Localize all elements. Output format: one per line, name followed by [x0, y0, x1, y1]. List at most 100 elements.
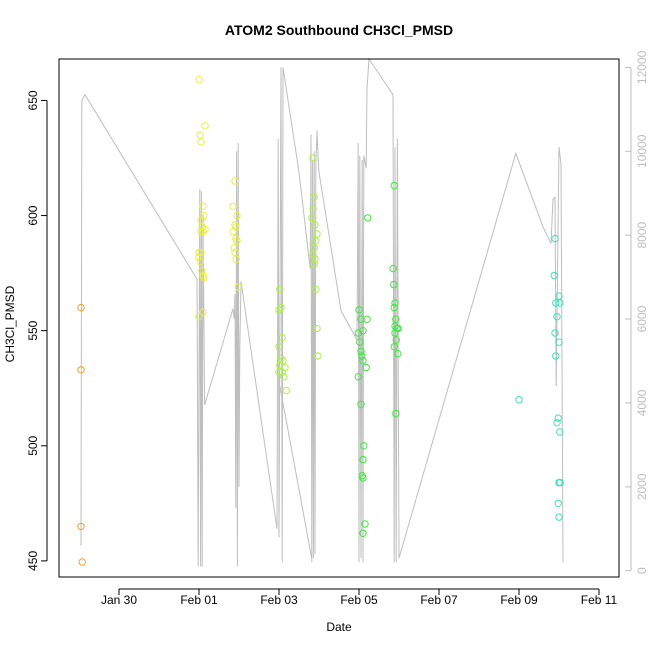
data-point: [310, 244, 318, 252]
data-point: [359, 327, 367, 335]
data-point: [232, 223, 240, 231]
data-point: [360, 442, 368, 450]
data-point: [275, 343, 283, 351]
data-point: [551, 234, 559, 243]
x-tick-label: Feb 11: [581, 593, 618, 607]
data-point: [392, 336, 400, 344]
data-point: [391, 299, 399, 307]
chart-title: ATOM2 Southbound CH3Cl_PMSD: [225, 22, 453, 38]
data-point: [230, 244, 238, 252]
data-point: [199, 228, 207, 236]
data-point: [394, 350, 402, 358]
data-point: [278, 333, 286, 342]
data-point: [363, 315, 371, 323]
plot-box: [58, 58, 620, 578]
data-point: [391, 329, 399, 337]
data-point: [197, 216, 205, 224]
secondary-series-segment: [279, 385, 313, 559]
data-point: [310, 260, 318, 268]
x-tick-label: Feb 03: [260, 593, 298, 607]
data-point: [281, 363, 289, 372]
data-point: [201, 122, 209, 130]
data-point: [553, 313, 561, 321]
y2-tick-label: 0: [635, 567, 649, 574]
y2-tick-label: 2000: [635, 473, 649, 500]
data-point: [308, 214, 316, 222]
data-point: [231, 177, 239, 185]
data-point: [195, 76, 203, 84]
data-point: [77, 366, 85, 374]
data-point: [312, 285, 320, 293]
data-point: [314, 352, 322, 360]
data-point: [310, 193, 318, 201]
data-point: [552, 352, 560, 360]
data-point: [199, 308, 207, 316]
data-point: [515, 396, 523, 404]
data-point: [357, 400, 365, 408]
data-point: [361, 520, 369, 528]
data-point: [275, 306, 283, 314]
data-point: [359, 455, 367, 464]
data-point: [313, 324, 321, 333]
secondary-series-line: [80, 57, 564, 567]
data-point: [277, 303, 285, 312]
data-point: [198, 267, 206, 275]
data-point: [233, 211, 241, 220]
plot-area: [58, 57, 620, 578]
data-point: [364, 214, 372, 222]
data-point: [556, 428, 564, 436]
data-point: [555, 513, 563, 521]
data-point: [359, 529, 367, 537]
x-tick-label: Feb 05: [340, 593, 378, 607]
data-point: [195, 248, 203, 257]
data-point: [556, 299, 564, 307]
y-axis-right: 0 2000 4000 6000 8000 10000 12000: [625, 50, 649, 574]
data-point: [229, 202, 237, 211]
data-point: [355, 306, 363, 314]
data-point: [231, 248, 239, 257]
data-point: [282, 386, 290, 395]
data-point: [196, 257, 204, 266]
data-point: [354, 329, 362, 337]
data-point: [552, 299, 560, 307]
data-point: [77, 522, 85, 531]
data-point: [354, 373, 362, 381]
data-point: [390, 181, 398, 190]
data-point: [232, 255, 240, 263]
data-point: [390, 303, 398, 312]
y-tick-label: 550: [26, 320, 40, 340]
data-point: [280, 373, 288, 381]
data-point: [551, 329, 559, 337]
data-point: [311, 221, 319, 229]
data-point: [78, 558, 86, 566]
x-axis-label: Date: [326, 620, 352, 634]
x-tick-label: Feb 07: [420, 593, 458, 607]
data-point: [312, 237, 320, 245]
data-point: [392, 315, 400, 323]
data-point: [276, 285, 284, 293]
data-point: [362, 363, 370, 372]
x-tick-label: Feb 01: [180, 593, 218, 607]
data-point: [309, 251, 317, 259]
data-point: [313, 230, 321, 238]
data-point: [359, 356, 367, 365]
y-tick-label: 600: [26, 205, 40, 225]
data-point: [309, 154, 317, 162]
y-tick-label: 650: [26, 90, 40, 110]
y-axis-left: 450 500 550 600 650: [26, 90, 48, 571]
y2-tick-label: 4000: [635, 389, 649, 416]
data-point: [196, 131, 204, 139]
data-point: [554, 499, 562, 507]
data-point: [195, 253, 203, 261]
y2-tick-label: 6000: [635, 305, 649, 332]
data-point: [555, 338, 563, 346]
data-point: [201, 225, 209, 234]
data-point: [197, 228, 205, 236]
data-point: [390, 343, 398, 351]
y-tick-label: 450: [26, 551, 40, 571]
data-point: [277, 354, 285, 362]
data-point: [358, 352, 366, 360]
data-point: [553, 419, 561, 427]
data-point: [389, 264, 397, 273]
